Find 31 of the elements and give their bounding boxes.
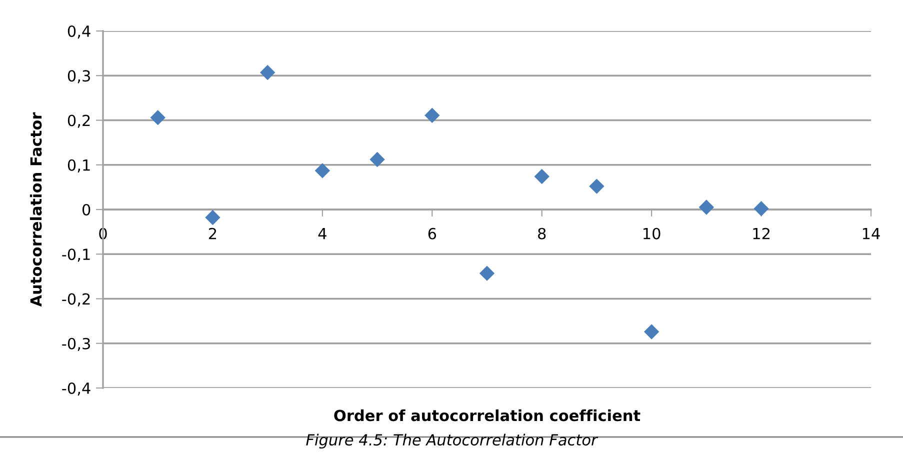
point <box>370 152 385 168</box>
x-tick-label: 2 <box>208 228 216 240</box>
point <box>424 108 440 123</box>
x-tick-label: 4 <box>318 228 326 240</box>
x-tick-label: 8 <box>538 228 546 240</box>
x-tick-label: 12 <box>753 228 770 240</box>
y-axis-title: Autocorrelation Factor <box>30 112 42 307</box>
point <box>314 163 330 178</box>
y-tick-label: -0,2 <box>62 293 90 306</box>
point <box>205 210 220 226</box>
y-tick-label: 0 <box>82 204 90 216</box>
y-tick-label: 0,4 <box>68 25 90 39</box>
point <box>150 110 166 126</box>
y-tick-label: 0,1 <box>68 159 90 172</box>
point <box>644 324 660 340</box>
y-tick-label: -0,4 <box>62 382 90 396</box>
point <box>479 266 495 281</box>
y-tick-label: -0,3 <box>62 338 90 351</box>
caption: Figure 4.5: The Autocorrelation Factor <box>306 434 598 449</box>
point <box>754 201 769 216</box>
point <box>698 200 714 215</box>
y-tick-label: 0,2 <box>68 114 90 128</box>
point <box>589 178 604 194</box>
y-tick-label: 0,3 <box>68 70 90 84</box>
x-tick-label: 6 <box>428 228 436 240</box>
y-tick-label: -0,1 <box>62 248 90 262</box>
x-tick-label: 14 <box>862 228 880 240</box>
point <box>260 64 276 80</box>
x-axis-title: Order of autocorrelation coefficient <box>334 409 640 422</box>
x-tick-label: 10 <box>644 228 660 240</box>
point <box>534 168 550 184</box>
